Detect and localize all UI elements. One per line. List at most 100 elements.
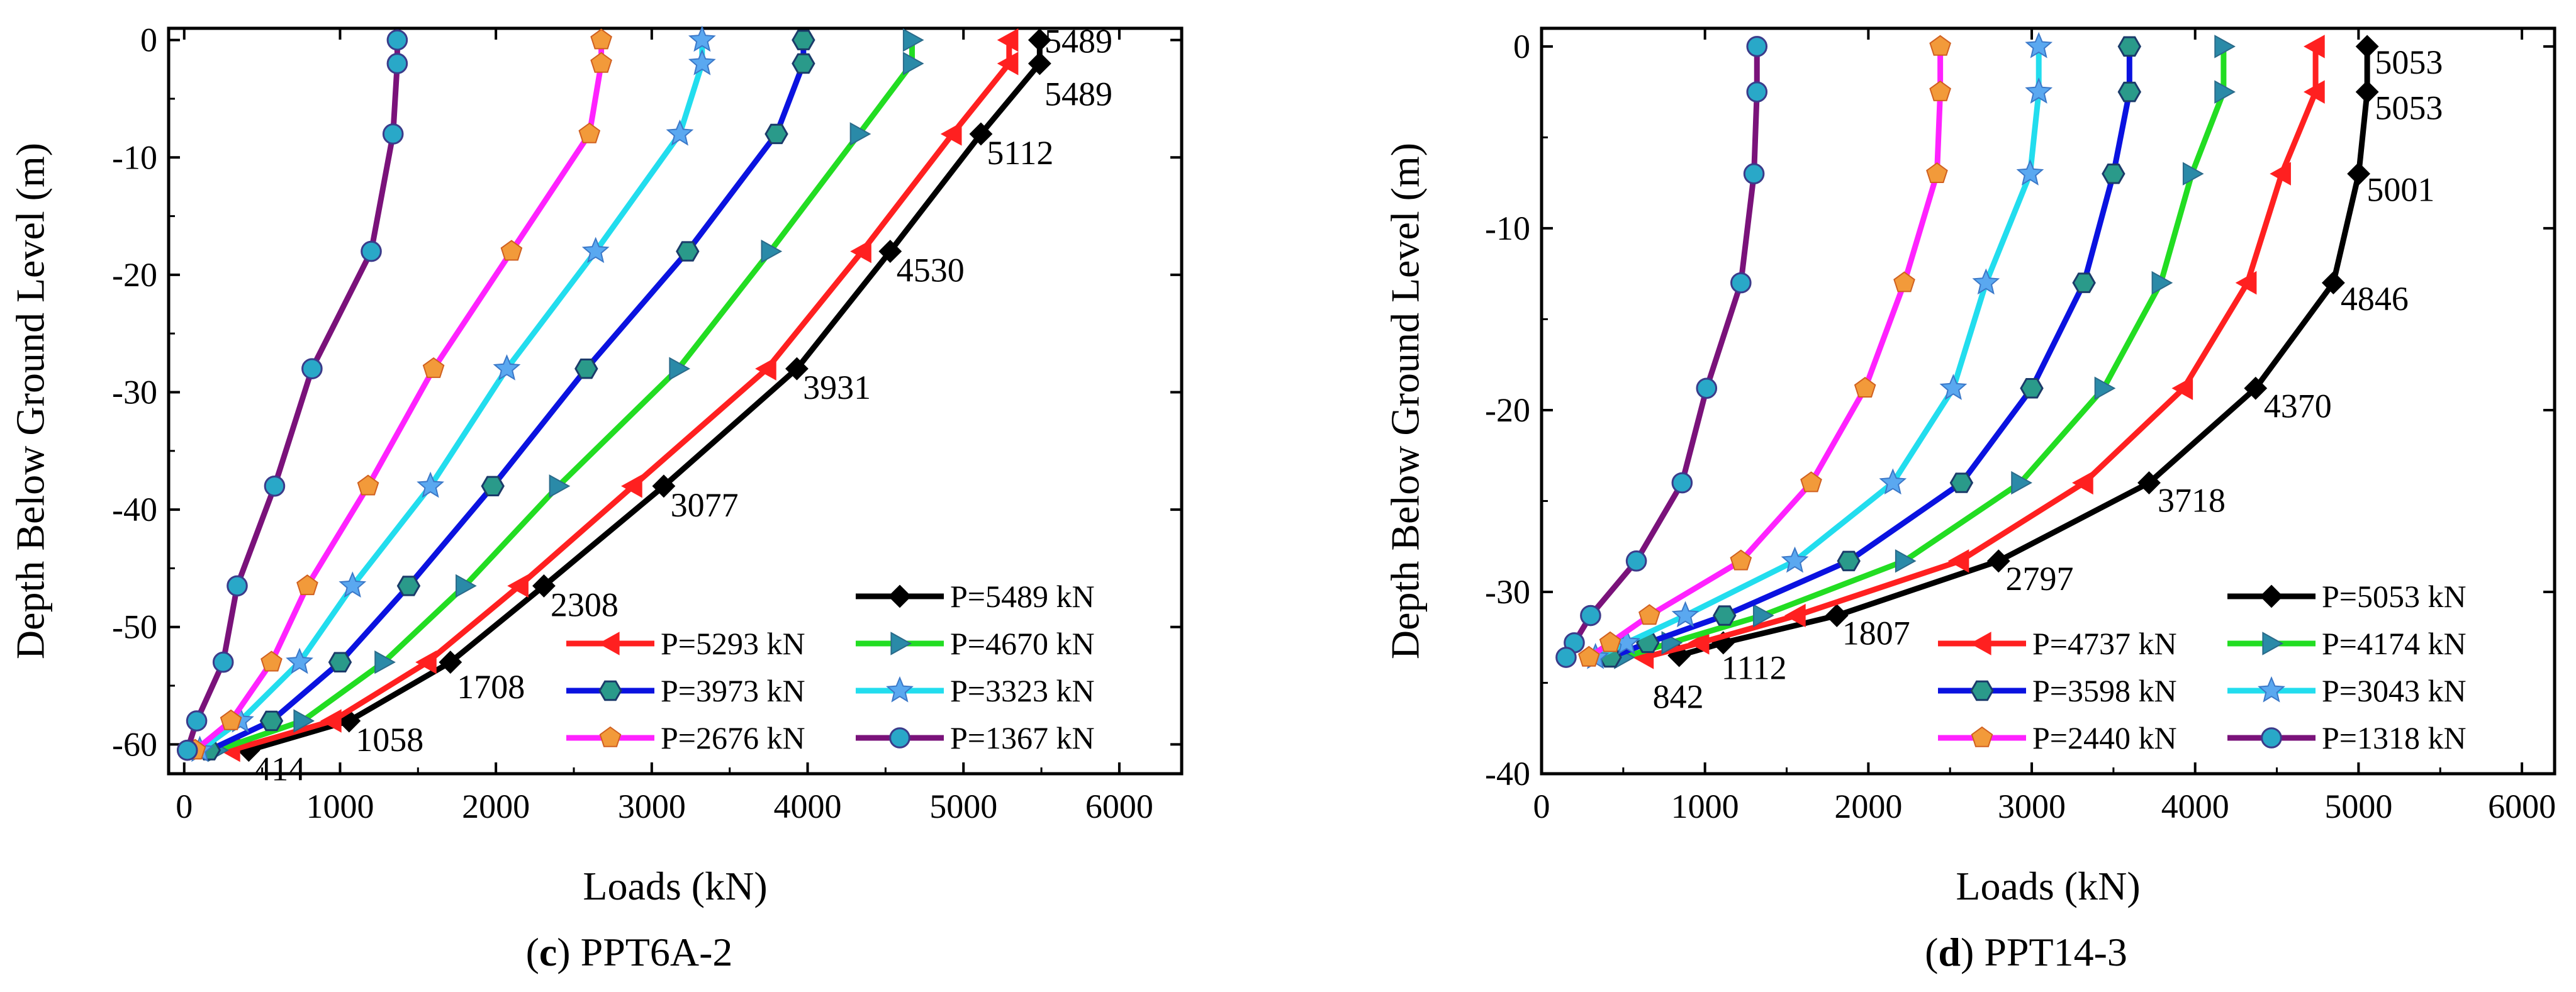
data-point — [493, 354, 521, 381]
data-point — [2117, 81, 2142, 103]
legend-marker — [2258, 676, 2285, 703]
data-point — [969, 122, 993, 146]
y-tick-label: -30 — [112, 374, 157, 411]
legend-item: P=4737 kN — [1938, 626, 2177, 661]
legend-marker — [599, 726, 622, 747]
legend-item: P=5293 kN — [566, 626, 805, 661]
data-point — [1743, 163, 1765, 185]
data-point — [997, 52, 1019, 75]
data-label: 1807 — [1842, 615, 1910, 652]
data-point — [1986, 549, 2010, 573]
data-point — [1638, 604, 1660, 625]
data-point — [997, 28, 1019, 52]
data-point — [2347, 162, 2371, 186]
series-5489 — [237, 28, 1051, 762]
x-tick-label: 0 — [176, 788, 193, 825]
legend-item: P=3598 kN — [1938, 673, 2177, 708]
data-label: 5053 — [2375, 89, 2443, 126]
legend-label: P=3598 kN — [2032, 673, 2177, 708]
series-5053 — [1667, 35, 2379, 667]
data-point — [1825, 604, 1849, 627]
plot-frame — [1540, 26, 2556, 776]
series-line — [1564, 46, 1760, 659]
series-line — [1678, 46, 2370, 659]
legend-label: P=1367 kN — [950, 720, 1095, 755]
series-3323 — [186, 25, 716, 762]
data-point — [621, 474, 642, 498]
data-point — [1781, 546, 1809, 573]
series-line — [1594, 46, 2042, 660]
legend-label: P=4174 kN — [2322, 626, 2467, 661]
data-point — [666, 119, 694, 146]
data-label: 842 — [1653, 678, 1704, 716]
data-point — [1671, 601, 1700, 628]
data-point — [1688, 631, 1710, 655]
data-label: 4846 — [2341, 280, 2409, 318]
data-label: 5489 — [1044, 23, 1112, 60]
data-point — [439, 650, 462, 674]
data-point — [1972, 268, 2000, 295]
data-point — [2214, 35, 2236, 59]
data-point — [481, 476, 505, 497]
chart-panel-c: 0 1000 2000 3000 4000 5000 6000 0 -10 -20 -30 -40 -5… — [8, 21, 1184, 974]
series-line — [198, 40, 705, 753]
data-point — [1625, 550, 1647, 572]
data-point — [1929, 35, 1951, 56]
y-tick-label: -20 — [1485, 391, 1530, 429]
x-tick-label: 6000 — [2488, 788, 2556, 825]
x-tick-label: 4000 — [2161, 788, 2229, 825]
data-point — [374, 650, 396, 674]
data-point — [2102, 163, 2125, 184]
x-axis-title: Loads (kN) — [1956, 864, 2140, 908]
series-4737 — [1632, 35, 2325, 669]
data-label: 3077 — [671, 486, 739, 524]
legend-label: P=2676 kN — [661, 720, 805, 755]
data-label: 4530 — [897, 252, 965, 289]
data-point — [2235, 270, 2257, 295]
y-tick-label: -30 — [1485, 573, 1530, 611]
legend-item: P=5053 kN — [2227, 579, 2467, 614]
data-point — [382, 123, 404, 145]
data-point — [2182, 162, 2204, 186]
data-point — [320, 709, 342, 733]
series-line — [208, 40, 807, 753]
legend-marker — [889, 727, 910, 749]
legend-item: P=3973 kN — [566, 673, 805, 708]
data-point — [2244, 376, 2268, 400]
x-tick-label: 3000 — [1998, 788, 2066, 825]
series-line — [1587, 46, 1944, 660]
data-label: 2797 — [2005, 560, 2073, 598]
data-point — [220, 709, 242, 730]
chart-panel-d: 0 1000 2000 3000 4000 5000 6000 0 -10 -20 -30 -40 Lo… — [1383, 26, 2556, 974]
series-3043 — [1581, 31, 2053, 669]
legend-label: P=4670 kN — [950, 626, 1095, 661]
legend: P=5053 kN P=4737 kN P=4174 kN P=3598 kN P=30… — [1938, 579, 2467, 755]
x-tick-label: 5000 — [2324, 788, 2392, 825]
legend-label: P=1318 kN — [2322, 720, 2467, 755]
series-2676 — [184, 28, 612, 760]
data-point — [902, 28, 924, 52]
y-tick-label: 0 — [1513, 28, 1530, 65]
series-3973 — [197, 30, 815, 761]
series-line — [193, 40, 605, 753]
data-point — [1939, 374, 1968, 400]
data-point — [2072, 471, 2093, 495]
data-point — [1730, 549, 1752, 571]
legend-marker — [598, 632, 620, 655]
caption-letter: d — [1938, 930, 1961, 974]
legend-item: P=2676 kN — [566, 720, 805, 755]
data-point — [1696, 377, 1718, 399]
data-point — [1929, 80, 1951, 101]
legend-label: P=5053 kN — [2322, 579, 2467, 614]
legend-label: P=5293 kN — [661, 626, 805, 661]
legend-marker — [1971, 726, 1993, 747]
y-tick-label: -10 — [112, 138, 157, 176]
data-point — [1713, 605, 1737, 626]
legend-label: P=5489 kN — [950, 579, 1095, 614]
data-point — [2355, 80, 2379, 104]
legend-label: P=3323 kN — [950, 673, 1095, 708]
series-line — [184, 40, 400, 752]
y-tick-label: 0 — [140, 21, 157, 59]
series-line — [216, 40, 915, 753]
